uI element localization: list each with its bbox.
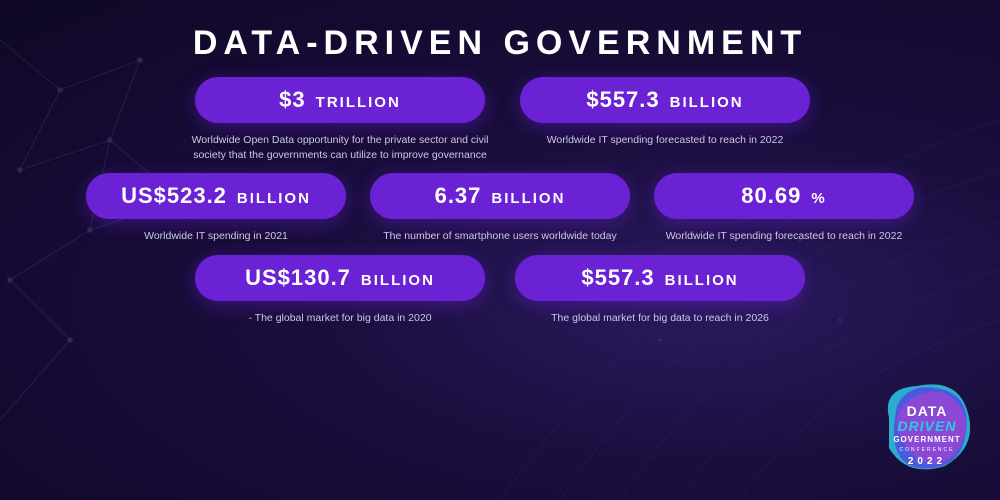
stats-row-1: $3 trillion Worldwide Open Data opportun… (50, 77, 950, 163)
logo-sub: CONFERENCE (899, 447, 954, 453)
stat-unit: billion (665, 272, 739, 289)
logo-year: 2022 (908, 456, 946, 467)
stat-unit: billion (361, 272, 435, 289)
stat-card: 80.69 % Worldwide IT spending forecasted… (654, 173, 914, 244)
stats-grid: $3 trillion Worldwide Open Data opportun… (0, 77, 1000, 326)
stats-row-2: US$523.2 billion Worldwide IT spending i… (50, 173, 950, 244)
stat-value: $557.3 (581, 265, 654, 291)
stat-description: Worldwide IT spending in 2021 (144, 229, 288, 244)
stat-unit: % (811, 190, 826, 207)
stat-card: US$130.7 billion - The global market for… (195, 255, 485, 326)
stat-pill: US$523.2 billion (86, 173, 346, 219)
stat-description: Worldwide IT spending forecasted to reac… (547, 133, 784, 148)
stat-card: $557.3 billion Worldwide IT spending for… (520, 77, 810, 163)
stat-card: 6.37 billion The number of smartphone us… (370, 173, 630, 244)
conference-logo: DATA DRIVEN GOVERNMENT CONFERENCE 2022 (872, 376, 982, 486)
stat-pill: 6.37 billion (370, 173, 630, 219)
stat-value: 6.37 (435, 183, 482, 209)
logo-line3: GOVERNMENT (893, 435, 960, 444)
stat-pill: $3 trillion (195, 77, 485, 123)
stat-card: $557.3 billion The global market for big… (515, 255, 805, 326)
stat-description: Worldwide IT spending forecasted to reac… (666, 229, 903, 244)
stat-description: - The global market for big data in 2020 (248, 311, 431, 326)
stat-unit: billion (670, 94, 744, 111)
stat-value: 80.69 (741, 183, 801, 209)
stat-unit: billion (491, 190, 565, 207)
stat-card: $3 trillion Worldwide Open Data opportun… (190, 77, 490, 163)
stat-value: $3 (279, 87, 305, 113)
stat-pill: $557.3 billion (520, 77, 810, 123)
stat-unit: billion (237, 190, 311, 207)
stat-value: $557.3 (586, 87, 659, 113)
stats-row-3: US$130.7 billion - The global market for… (50, 255, 950, 326)
stat-description: Worldwide Open Data opportunity for the … (190, 133, 490, 163)
stat-unit: trillion (316, 94, 401, 111)
logo-line2: DRIVEN (898, 418, 957, 434)
stat-value: US$130.7 (245, 265, 351, 291)
page-title: Data-Driven Government (0, 0, 1000, 77)
stat-pill: US$130.7 billion (195, 255, 485, 301)
stat-description: The number of smartphone users worldwide… (383, 229, 616, 244)
logo-line1: DATA (907, 403, 948, 419)
stat-value: US$523.2 (121, 183, 227, 209)
stat-pill: $557.3 billion (515, 255, 805, 301)
stat-description: The global market for big data to reach … (551, 311, 769, 326)
stat-pill: 80.69 % (654, 173, 914, 219)
stat-card: US$523.2 billion Worldwide IT spending i… (86, 173, 346, 244)
